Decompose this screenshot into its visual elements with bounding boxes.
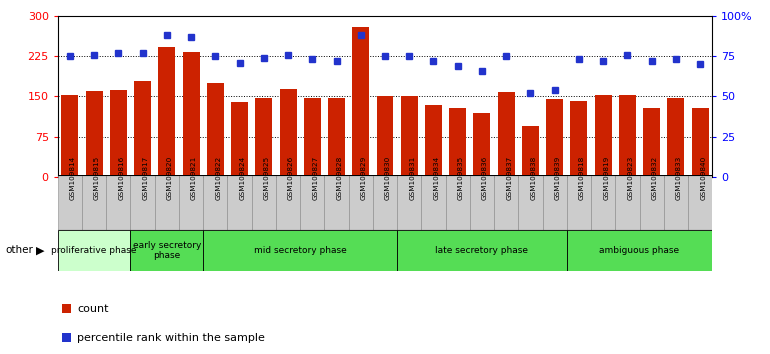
Bar (546, 99, 563, 177)
Bar (130, 230, 203, 271)
Bar (252, 175, 276, 230)
Bar (691, 108, 708, 177)
Bar (159, 47, 176, 177)
Bar (619, 95, 636, 177)
Text: GSM109814: GSM109814 (70, 156, 76, 200)
Text: early secretory
phase: early secretory phase (132, 241, 201, 260)
Bar (62, 95, 79, 177)
Text: GSM109840: GSM109840 (700, 156, 706, 200)
Bar (256, 98, 273, 177)
Text: GSM109819: GSM109819 (603, 156, 609, 200)
Text: GSM109826: GSM109826 (288, 156, 294, 200)
Text: GSM109821: GSM109821 (191, 156, 197, 200)
Bar (231, 102, 248, 177)
Text: proliferative phase: proliferative phase (52, 246, 137, 255)
Bar (328, 98, 345, 177)
Bar (640, 175, 664, 230)
Bar (668, 98, 685, 177)
Text: GSM109831: GSM109831 (409, 156, 415, 200)
Text: GSM109829: GSM109829 (361, 156, 367, 200)
Text: count: count (77, 304, 109, 314)
Bar (449, 108, 466, 177)
Bar (397, 175, 421, 230)
Bar (591, 175, 615, 230)
Text: percentile rank within the sample: percentile rank within the sample (77, 333, 265, 343)
Bar (182, 52, 199, 177)
Bar (300, 175, 324, 230)
Bar (377, 96, 393, 177)
Bar (543, 175, 567, 230)
Text: GSM109816: GSM109816 (119, 156, 124, 200)
Bar (615, 175, 640, 230)
Text: GSM109823: GSM109823 (628, 156, 634, 200)
Bar (324, 175, 349, 230)
Bar (421, 175, 446, 230)
Bar (203, 175, 227, 230)
Bar (207, 83, 224, 177)
Text: GSM109827: GSM109827 (313, 156, 318, 200)
Bar (130, 175, 155, 230)
Text: GSM109833: GSM109833 (676, 156, 682, 200)
Bar (474, 113, 490, 177)
Bar (518, 175, 543, 230)
Text: GSM109834: GSM109834 (434, 156, 440, 200)
Bar (470, 175, 494, 230)
Bar (400, 96, 417, 177)
Text: GSM109839: GSM109839 (554, 156, 561, 200)
Bar (397, 230, 567, 271)
Text: GSM109836: GSM109836 (482, 156, 488, 200)
Bar (227, 175, 252, 230)
Bar (110, 90, 127, 177)
Bar (567, 175, 591, 230)
Bar (276, 175, 300, 230)
Bar (643, 108, 660, 177)
Bar (203, 230, 397, 271)
Bar (446, 175, 470, 230)
Text: GSM109837: GSM109837 (506, 156, 512, 200)
Text: GSM109815: GSM109815 (94, 156, 100, 200)
Text: mid secretory phase: mid secretory phase (254, 246, 346, 255)
Bar (134, 81, 151, 177)
Bar (522, 126, 539, 177)
Bar (85, 91, 102, 177)
Text: GSM109820: GSM109820 (167, 156, 172, 200)
Text: ▶: ▶ (36, 245, 45, 256)
Bar (594, 95, 611, 177)
Bar (688, 175, 712, 230)
Text: late secretory phase: late secretory phase (436, 246, 528, 255)
Bar (349, 175, 373, 230)
Bar (494, 175, 518, 230)
Bar (82, 175, 106, 230)
Text: GSM109828: GSM109828 (336, 156, 343, 200)
Text: GSM109832: GSM109832 (651, 156, 658, 200)
Bar (373, 175, 397, 230)
Text: GSM109818: GSM109818 (579, 156, 585, 200)
Text: ambiguous phase: ambiguous phase (600, 246, 680, 255)
Text: other: other (5, 245, 33, 256)
Bar (179, 175, 203, 230)
Text: GSM109817: GSM109817 (142, 156, 149, 200)
Bar (58, 175, 82, 230)
Bar (425, 104, 442, 177)
Bar (155, 175, 179, 230)
Bar (664, 175, 688, 230)
Text: GSM109824: GSM109824 (239, 156, 246, 200)
Text: GSM109838: GSM109838 (531, 156, 537, 200)
Text: GSM109822: GSM109822 (216, 156, 221, 200)
Bar (567, 230, 712, 271)
Bar (353, 27, 370, 177)
Text: GSM109830: GSM109830 (385, 156, 391, 200)
Bar (106, 175, 130, 230)
Bar (304, 98, 321, 177)
Bar (280, 90, 296, 177)
Text: GSM109835: GSM109835 (457, 156, 464, 200)
Bar (497, 92, 514, 177)
Bar (58, 230, 130, 271)
Bar (571, 101, 588, 177)
Text: GSM109825: GSM109825 (264, 156, 270, 200)
